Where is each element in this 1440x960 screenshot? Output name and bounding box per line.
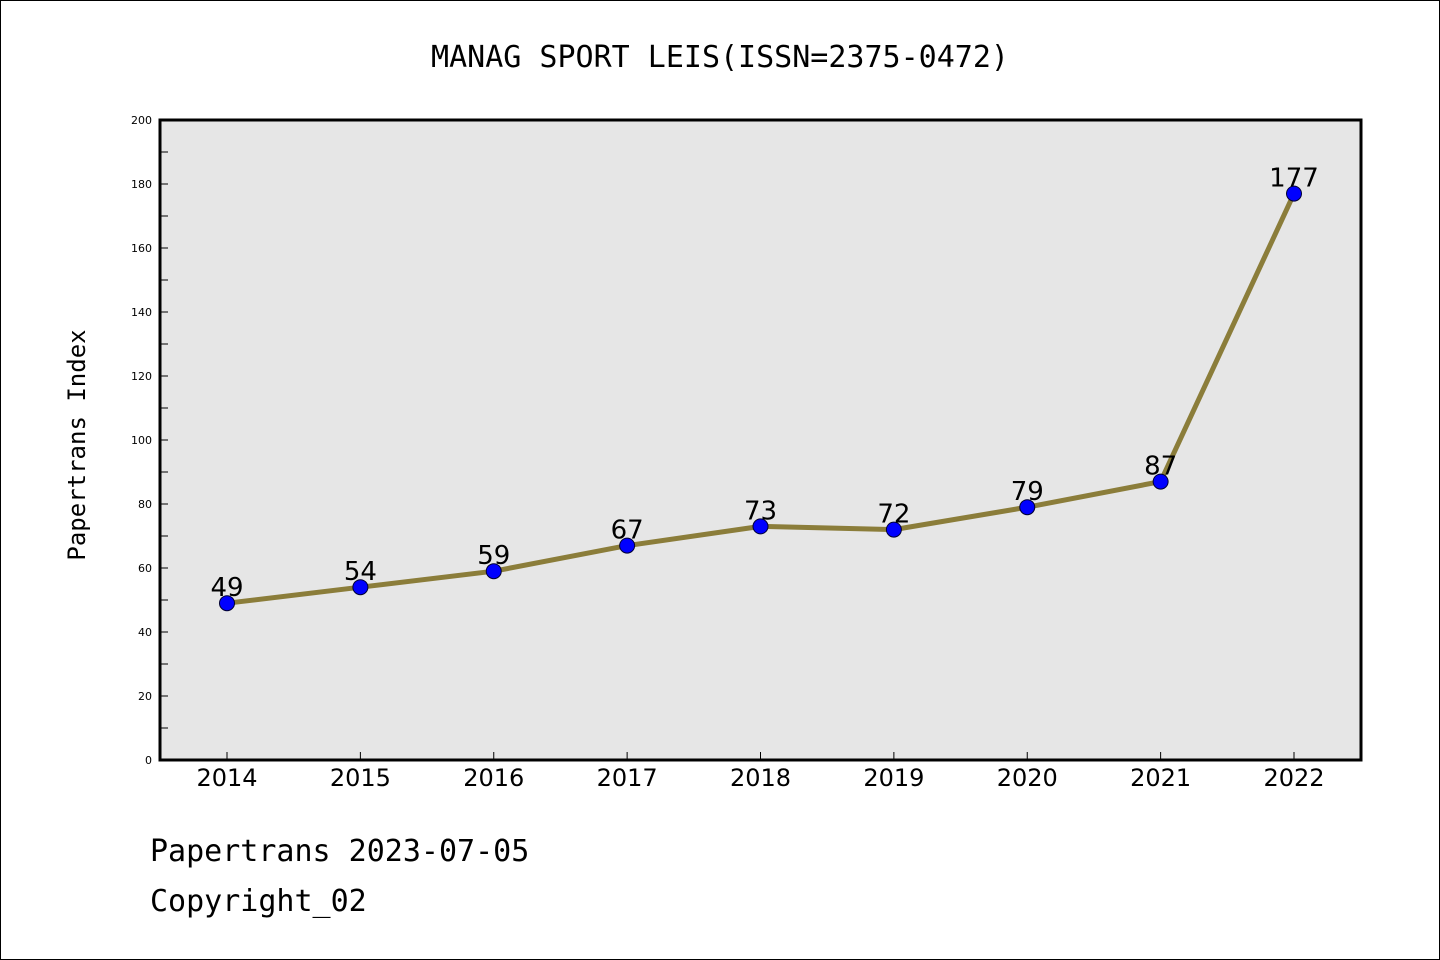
x-tick-label: 2022: [1263, 764, 1324, 792]
x-tick-label: 2019: [863, 764, 924, 792]
y-axis-label: Papertrans Index: [63, 329, 91, 560]
data-point: [619, 537, 636, 554]
data-label: 73: [744, 496, 777, 526]
data-point: [1286, 185, 1302, 202]
plot-border: [158, 118, 1363, 762]
x-tick-label: 2020: [997, 764, 1058, 792]
x-tick-label: 2016: [463, 764, 524, 792]
data-point: [1019, 499, 1036, 516]
y-tick-label: 200: [131, 114, 152, 127]
data-label: 79: [1011, 477, 1044, 507]
plot-area: [160, 120, 1361, 760]
y-tick-label: 120: [131, 370, 152, 383]
series-points-group: [219, 185, 1302, 612]
data-label: 177: [1269, 164, 1319, 194]
data-labels-group: 49 54 59 67 73 72 79 87 177: [210, 164, 1318, 604]
footer-date: Papertrans 2023-07-05: [150, 834, 530, 869]
y-tick-label: 20: [138, 690, 152, 703]
y-tick-label: 0: [145, 754, 152, 767]
x-tick-label: 2018: [730, 764, 791, 792]
data-label: 59: [477, 541, 510, 571]
data-label: 54: [344, 557, 377, 587]
y-tick-label: 180: [131, 178, 152, 191]
y-tick-label: 80: [138, 498, 152, 511]
data-label: 87: [1144, 452, 1177, 482]
x-axis: 2014 2015 2016 2017 2018 2019 2020 2021 2022: [196, 752, 1325, 792]
x-tick-label: 2015: [330, 764, 391, 792]
data-point: [219, 595, 235, 612]
y-tick-label: 100: [131, 434, 152, 447]
y-tick-label: 60: [138, 562, 152, 575]
data-point: [352, 579, 369, 596]
data-label: 67: [611, 516, 644, 546]
data-point: [1152, 473, 1169, 490]
y-tick-label: 140: [131, 306, 152, 319]
data-point: [485, 563, 502, 580]
x-tick-label: 2021: [1130, 764, 1191, 792]
data-label: 49: [210, 573, 243, 603]
y-tick-label: 160: [131, 242, 152, 255]
x-tick-label: 2014: [196, 764, 257, 792]
data-point: [752, 518, 769, 535]
chart-title: MANAG SPORT LEIS(ISSN=2375-0472): [431, 40, 1009, 75]
data-label: 72: [877, 500, 910, 530]
x-tick-label: 2017: [597, 764, 658, 792]
footer-copyright: Copyright_02: [150, 884, 367, 919]
data-point: [885, 521, 902, 538]
y-tick-label: 40: [138, 626, 152, 639]
